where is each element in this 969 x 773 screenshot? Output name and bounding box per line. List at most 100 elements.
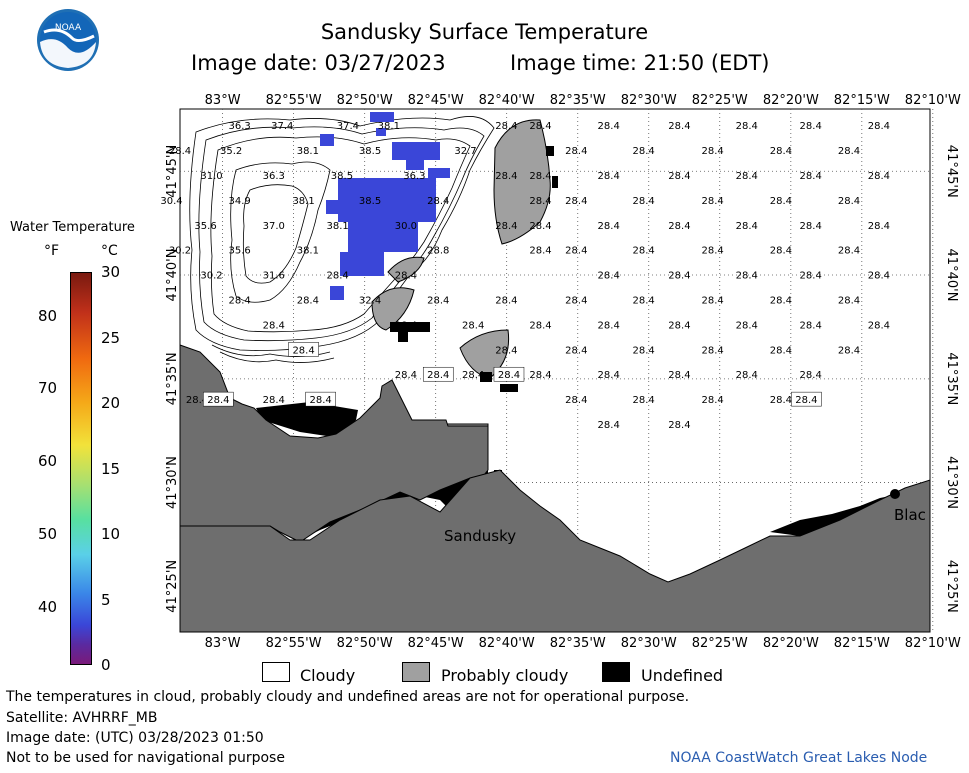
temperature-label: 28.4 <box>668 370 690 381</box>
legend-cloudy-label: Cloudy <box>300 666 356 685</box>
footer-navigation-note: Not to be used for navigational purpose <box>6 750 285 766</box>
temperature-label: 28.4 <box>529 221 551 232</box>
temperature-label: 28.4 <box>668 121 690 132</box>
temperature-label: 28.4 <box>702 246 724 257</box>
lat-label-right: 41°35'N <box>944 352 959 405</box>
noaa-logo: NOAA <box>36 8 100 72</box>
temperature-label: 28.4 <box>633 146 655 157</box>
temperature-label-box <box>791 391 822 407</box>
temperature-label-box <box>305 391 336 407</box>
temperature-label: 28.4 <box>598 320 620 331</box>
temperature-label: 28.4 <box>736 171 758 182</box>
legend-cloudy-swatch <box>262 662 290 682</box>
lon-label-bottom: 82°45'W <box>408 636 464 651</box>
temperature-label: 28.4 <box>495 221 517 232</box>
temperature-label: 35.2 <box>220 146 242 157</box>
temperature-label: 28.4 <box>495 296 517 307</box>
lon-label-top: 82°35'W <box>550 93 606 108</box>
lat-label-left: 41°25'N <box>165 560 180 613</box>
colorbar-c-tick: 15 <box>101 459 121 478</box>
lat-label-right: 41°40'N <box>944 249 959 302</box>
temperature-label: 31.6 <box>263 271 285 282</box>
colorbar-title: Water Temperature <box>10 220 135 235</box>
lon-label-bottom: 82°20'W <box>763 636 819 651</box>
legend-probably-cloudy-swatch <box>402 662 430 682</box>
temperature-label: 38.5 <box>359 196 381 207</box>
temperature-label: 31.0 <box>200 171 222 182</box>
boxed-temperature-labels: 28.4 28.4 28.4 28.4 28.4 28.4 <box>203 342 822 407</box>
lat-label-right: 41°45'N <box>944 145 959 198</box>
temperature-label-box <box>288 342 319 357</box>
temperature-label: 28.4 <box>868 320 890 331</box>
temperature-label: 28.4 <box>800 320 822 331</box>
lon-labels-top: 83°W 82°55'W 82°50'W 82°45'W 82°40'W 82°35'W 8… <box>205 93 961 108</box>
temperature-label: 28.4 <box>327 271 349 282</box>
temperature-label-boxed: 28.4 <box>498 370 520 381</box>
temperature-label: 28.4 <box>529 171 551 182</box>
temperature-label: 38.1 <box>297 146 319 157</box>
temperature-label: 38.1 <box>327 221 349 232</box>
temperature-label: 28.4 <box>800 370 822 381</box>
temperature-label: 37.4 <box>337 121 359 132</box>
temperature-label: 28.4 <box>770 296 792 307</box>
temperature-label: 28.4 <box>736 121 758 132</box>
temperature-label: 28.4 <box>598 171 620 182</box>
lat-label-left: 41°45'N <box>165 145 180 198</box>
lat-labels-right: 41°45'N 41°40'N 41°35'N 41°30'N 41°25'N <box>944 145 959 613</box>
temperature-label: 28.4 <box>702 146 724 157</box>
noaa-logo-text: NOAA <box>55 23 82 33</box>
temperature-label: 28.4 <box>598 420 620 431</box>
footer-credit: NOAA CoastWatch Great Lakes Node <box>670 750 928 766</box>
lon-label-bottom: 83°W <box>205 636 241 651</box>
image-time-label: Image time: 21:50 (EDT) <box>510 51 770 75</box>
temperature-label: 28.4 <box>838 246 860 257</box>
colorbar <box>70 272 92 665</box>
temperature-label: 28.4 <box>668 320 690 331</box>
temperature-label: 28.4 <box>868 121 890 132</box>
colorbar-f-tick: 80 <box>38 306 58 325</box>
temperature-label: 28.4 <box>565 246 587 257</box>
lon-label-bottom: 82°15'W <box>834 636 890 651</box>
temperature-label-boxed: 28.4 <box>427 370 449 381</box>
colorbar-f-tick: 60 <box>38 452 58 471</box>
temperature-label: 28.4 <box>868 271 890 282</box>
lat-label-right: 41°25'N <box>944 560 959 613</box>
temperature-label: 38.1 <box>292 196 314 207</box>
temperature-label: 28.4 <box>736 320 758 331</box>
temperature-label: 28.4 <box>462 320 484 331</box>
temperature-label: 28.4 <box>529 370 551 381</box>
temperature-label: 28.4 <box>702 196 724 207</box>
legend-undefined-swatch <box>602 662 630 682</box>
temperature-label: 28.4 <box>598 370 620 381</box>
temperature-label: 37.4 <box>271 121 293 132</box>
lon-label-top: 82°45'W <box>408 93 464 108</box>
footer-satellite: Satellite: AVHRRF_MB <box>6 710 158 726</box>
temperature-label: 28.4 <box>598 221 620 232</box>
temperature-label: 28.4 <box>838 296 860 307</box>
temperature-label: 28.4 <box>800 171 822 182</box>
colorbar-c-tick: 30 <box>101 263 121 281</box>
temperature-label: 28.4 <box>462 370 484 381</box>
temperature-label: 36.3 <box>229 121 251 132</box>
temperature-label: 28.4 <box>736 221 758 232</box>
temperature-label-boxed: 28.4 <box>207 395 229 406</box>
city-sandusky: Sandusky <box>444 527 516 545</box>
lon-label-bottom: 82°10'W <box>905 636 961 651</box>
warm-pixels <box>320 112 450 300</box>
lat-labels-left: 41°45'N 41°40'N 41°35'N 41°30'N 41°25'N <box>165 145 180 613</box>
temperature-label: 28.4 <box>633 345 655 356</box>
temperature-label: 28.4 <box>297 296 319 307</box>
lon-label-top: 83°W <box>205 93 241 108</box>
temperature-label: 28.4 <box>770 146 792 157</box>
lon-label-top: 82°25'W <box>692 93 748 108</box>
temperature-label: 28.4 <box>702 395 724 406</box>
lon-label-top: 82°55'W <box>266 93 322 108</box>
temperature-label: 30.2 <box>200 271 222 282</box>
temperature-label: 28.4 <box>529 320 551 331</box>
temperature-label-box <box>422 366 454 382</box>
temperature-label: 28.4 <box>169 146 191 157</box>
temperature-label: 28.4 <box>736 370 758 381</box>
temperature-label: 36.3 <box>403 171 425 182</box>
temperature-label: 28.4 <box>668 420 690 431</box>
temperature-label: 28.4 <box>770 246 792 257</box>
